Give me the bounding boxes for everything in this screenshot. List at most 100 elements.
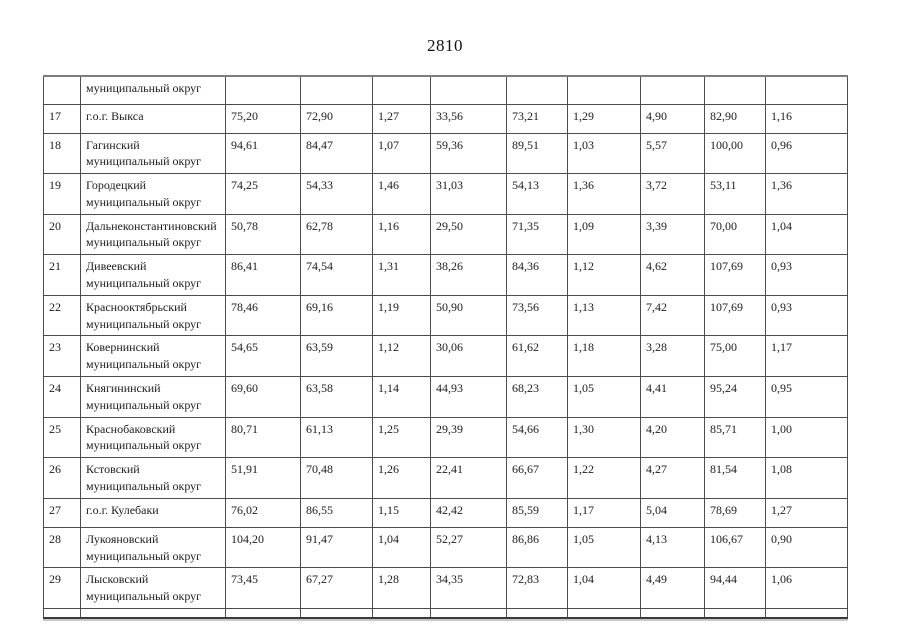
value-cell: 1,17 <box>567 497 641 528</box>
row-number-cell: 25 <box>43 416 81 459</box>
value-cell: 62,78 <box>300 213 373 256</box>
value-cell <box>567 608 641 619</box>
value-cell <box>300 608 373 619</box>
value-cell: 1,03 <box>567 132 641 175</box>
row-number-cell: 29 <box>43 567 81 610</box>
value-cell: 4,13 <box>640 526 705 569</box>
value-cell: 100,00 <box>704 132 766 175</box>
value-cell: 1,28 <box>372 567 431 610</box>
value-cell: 50,78 <box>225 213 301 256</box>
district-name-cell: г.о.г. Выкса <box>80 103 226 134</box>
value-cell: 84,47 <box>300 132 373 175</box>
value-cell: 107,69 <box>704 294 766 337</box>
value-cell: 84,36 <box>506 254 568 296</box>
value-cell: 1,30 <box>567 416 641 459</box>
value-cell: 1,14 <box>372 376 431 418</box>
row-number-cell: 28 <box>43 526 81 569</box>
value-cell: 1,15 <box>372 497 431 528</box>
table-row: 27 г.о.г. Кулебаки 76,02 86,55 1,15 42,42 85,5… <box>43 497 848 528</box>
district-name-cell: Ковернинский муниципальный округ <box>80 335 226 378</box>
value-cell: 71,35 <box>506 213 568 256</box>
row-number-cell: 18 <box>43 132 81 175</box>
value-cell: 1,18 <box>567 335 641 378</box>
value-cell: 34,35 <box>430 567 507 610</box>
page-number: 2810 <box>427 36 463 55</box>
value-cell <box>765 75 848 105</box>
row-number-cell: 20 <box>43 213 81 256</box>
value-cell: 1,13 <box>567 294 641 337</box>
value-cell: 1,12 <box>372 335 431 378</box>
table-row: 21 Дивеевский муниципальный округ 86,41 74,… <box>43 254 848 296</box>
value-cell: 91,47 <box>300 526 373 569</box>
value-cell: 4,90 <box>640 103 705 134</box>
value-cell: 78,69 <box>704 497 766 528</box>
row-number-cell: 21 <box>43 254 81 296</box>
value-cell: 1,46 <box>372 173 431 215</box>
value-cell: 7,42 <box>640 294 705 337</box>
value-cell: 0,90 <box>765 526 848 569</box>
value-cell: 29,39 <box>430 416 507 459</box>
value-cell: 1,06 <box>765 567 848 610</box>
value-cell: 54,33 <box>300 173 373 215</box>
value-cell: 1,00 <box>765 416 848 459</box>
value-cell <box>430 608 507 619</box>
value-cell: 61,13 <box>300 416 373 459</box>
row-number-cell <box>43 75 81 105</box>
table-row: муниципальный округ <box>43 75 848 105</box>
value-cell: 4,49 <box>640 567 705 610</box>
value-cell: 52,27 <box>430 526 507 569</box>
value-cell: 0,95 <box>765 376 848 418</box>
value-cell: 63,59 <box>300 335 373 378</box>
table-row: 17 г.о.г. Выкса 75,20 72,90 1,27 33,56 73,21 1,… <box>43 103 848 134</box>
value-cell: 1,04 <box>567 567 641 610</box>
value-cell <box>225 75 301 105</box>
table-body: муниципальный округ 17 г.о.г. Выкса 75,20 72… <box>43 75 848 619</box>
row-number-cell <box>43 608 81 619</box>
district-name-cell: Дальнеконстантиновский муниципальный окр… <box>80 213 226 256</box>
value-cell: 1,05 <box>567 526 641 569</box>
value-cell: 1,36 <box>765 173 848 215</box>
value-cell: 4,27 <box>640 457 705 499</box>
value-cell: 72,90 <box>300 103 373 134</box>
value-cell: 54,65 <box>225 335 301 378</box>
value-cell: 86,86 <box>506 526 568 569</box>
value-cell: 1,29 <box>567 103 641 134</box>
value-cell: 5,04 <box>640 497 705 528</box>
row-number-cell: 23 <box>43 335 81 378</box>
value-cell: 86,55 <box>300 497 373 528</box>
district-name-cell: муниципальный округ <box>80 75 226 105</box>
value-cell: 42,42 <box>430 497 507 528</box>
value-cell: 5,57 <box>640 132 705 175</box>
table-row: 26 Кстовский муниципальный округ 51,91 70,4… <box>43 457 848 499</box>
value-cell: 81,54 <box>704 457 766 499</box>
value-cell: 1,36 <box>567 173 641 215</box>
value-cell: 72,83 <box>506 567 568 610</box>
value-cell: 73,56 <box>506 294 568 337</box>
value-cell <box>506 75 568 105</box>
value-cell: 61,62 <box>506 335 568 378</box>
value-cell: 53,11 <box>704 173 766 215</box>
row-number-cell: 19 <box>43 173 81 215</box>
value-cell: 1,08 <box>765 457 848 499</box>
value-cell <box>506 608 568 619</box>
value-cell: 94,44 <box>704 567 766 610</box>
value-cell: 104,20 <box>225 526 301 569</box>
district-name-cell: Лысковский муниципальный округ <box>80 567 226 610</box>
value-cell <box>372 608 431 619</box>
value-cell: 63,58 <box>300 376 373 418</box>
value-cell: 4,20 <box>640 416 705 459</box>
value-cell <box>765 608 848 619</box>
municipal-data-table: муниципальный округ 17 г.о.г. Выкса 75,20 72… <box>43 75 848 619</box>
value-cell: 3,28 <box>640 335 705 378</box>
value-cell: 95,24 <box>704 376 766 418</box>
value-cell: 75,00 <box>704 335 766 378</box>
value-cell: 82,90 <box>704 103 766 134</box>
value-cell: 54,13 <box>506 173 568 215</box>
value-cell: 74,54 <box>300 254 373 296</box>
value-cell: 4,62 <box>640 254 705 296</box>
table-row: 28 Лукояновский муниципальный округ 104,20… <box>43 526 848 569</box>
value-cell: 85,71 <box>704 416 766 459</box>
value-cell: 66,67 <box>506 457 568 499</box>
value-cell: 73,45 <box>225 567 301 610</box>
value-cell: 22,41 <box>430 457 507 499</box>
